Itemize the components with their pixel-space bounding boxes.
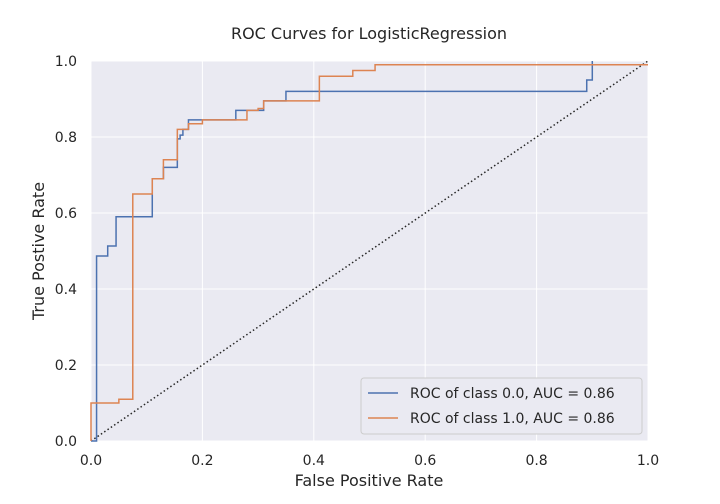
y-tick-label: 1.0 bbox=[55, 54, 77, 70]
legend-label-class-0: ROC of class 0.0, AUC = 0.86 bbox=[410, 386, 615, 402]
y-tick-labels: 0.0 0.2 0.4 0.6 0.8 1.0 bbox=[55, 54, 77, 450]
roc-curve-class-0 bbox=[91, 61, 594, 442]
chart-title: ROC Curves for LogisticRegression bbox=[231, 24, 507, 43]
legend-box bbox=[360, 377, 643, 435]
series-layer bbox=[90, 61, 648, 442]
x-tick-label: 0.0 bbox=[80, 453, 102, 469]
x-tick-labels: 0.0 0.2 0.4 0.6 0.8 1.0 bbox=[80, 453, 659, 469]
y-tick-label: 0.2 bbox=[55, 358, 77, 374]
roc-curve-class-1 bbox=[90, 64, 648, 441]
y-tick-label: 0.4 bbox=[55, 282, 77, 298]
x-tick-label: 1.0 bbox=[637, 453, 659, 469]
grid bbox=[90, 60, 649, 442]
legend: ROC of class 0.0, AUC = 0.86 ROC of clas… bbox=[360, 377, 643, 435]
reference-diagonal bbox=[90, 60, 649, 442]
x-tick-label: 0.4 bbox=[303, 453, 325, 469]
x-tick-label: 0.6 bbox=[414, 453, 436, 469]
y-tick-label: 0.6 bbox=[55, 206, 77, 222]
x-tick-label: 0.8 bbox=[525, 453, 547, 469]
y-tick-label: 0.0 bbox=[55, 434, 77, 450]
x-tick-label: 0.2 bbox=[191, 453, 213, 469]
y-tick-label: 0.8 bbox=[55, 130, 77, 146]
x-axis-label: False Positive Rate bbox=[295, 471, 444, 490]
y-axis-label: True Postive Rate bbox=[29, 182, 48, 321]
legend-label-class-1: ROC of class 1.0, AUC = 0.86 bbox=[410, 411, 615, 427]
